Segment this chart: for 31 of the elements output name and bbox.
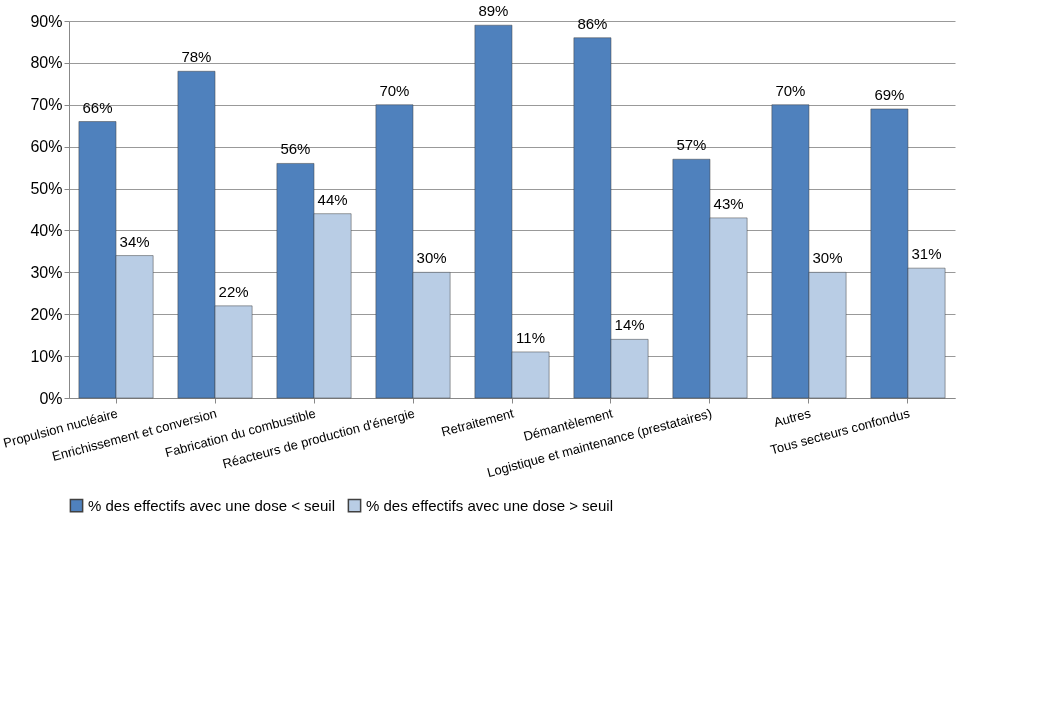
data-label: 89% bbox=[478, 2, 509, 20]
y-tick-label: 0% bbox=[39, 389, 63, 407]
data-label: 22% bbox=[218, 282, 249, 300]
legend-label: % des effectifs avec une dose < seuil bbox=[88, 496, 335, 514]
data-label: 69% bbox=[874, 85, 905, 103]
data-label: 70% bbox=[379, 81, 410, 99]
y-tick-label: 30% bbox=[30, 263, 63, 281]
data-label: 30% bbox=[416, 249, 447, 267]
data-label: 14% bbox=[614, 316, 645, 334]
y-tick-label: 70% bbox=[30, 96, 63, 114]
data-label: 57% bbox=[676, 136, 707, 154]
y-tick-label: 40% bbox=[30, 221, 63, 239]
x-tick-label: Autres bbox=[772, 405, 813, 430]
data-label: 43% bbox=[713, 194, 744, 212]
data-label: 78% bbox=[181, 48, 212, 66]
data-label: 31% bbox=[911, 245, 942, 263]
y-tick-label: 80% bbox=[30, 54, 63, 72]
y-tick-label: 20% bbox=[30, 305, 63, 323]
data-label: 86% bbox=[577, 14, 608, 32]
data-label: 56% bbox=[280, 140, 311, 158]
data-label: 11% bbox=[516, 328, 546, 346]
data-label: 30% bbox=[812, 249, 843, 267]
y-tick-label: 60% bbox=[30, 138, 63, 156]
data-label: 34% bbox=[119, 232, 150, 250]
legend-label: % des effectifs avec une dose > seuil bbox=[366, 496, 613, 514]
data-label: 70% bbox=[775, 81, 806, 99]
data-label: 66% bbox=[82, 98, 113, 116]
y-tick-label: 90% bbox=[30, 12, 63, 30]
y-tick-label: 10% bbox=[30, 347, 63, 365]
y-tick-label: 50% bbox=[30, 180, 63, 198]
data-label: 44% bbox=[317, 190, 348, 208]
